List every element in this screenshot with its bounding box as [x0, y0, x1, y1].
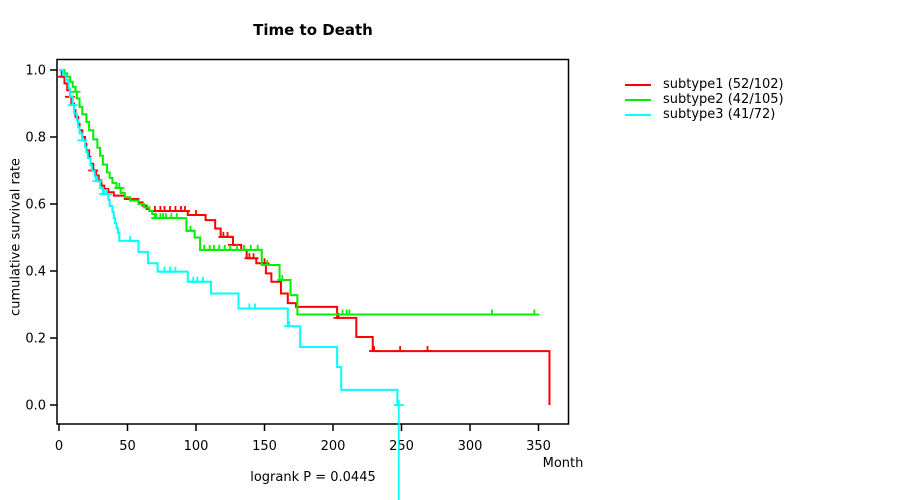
plot-title: Time to Death [253, 21, 373, 39]
censor-tick-subtype2 [171, 213, 182, 219]
censor-tick-subtype2 [252, 244, 263, 251]
censor-tick-subtype3 [101, 188, 112, 195]
censor-tick-subtype2 [277, 275, 288, 281]
censor-tick-subtype1 [191, 210, 201, 216]
legend-row-subtype1: subtype1 (52/102) [625, 77, 784, 92]
legend-label: subtype1 (52/102) [663, 77, 784, 92]
x-tick-label: 300 [458, 439, 483, 454]
censor-tick-subtype1 [88, 165, 99, 172]
censor-tick-subtype1 [222, 231, 233, 238]
x-tick-label: 50 [119, 439, 136, 454]
censor-tick-subtype3 [284, 321, 295, 328]
censor-tick-subtype3 [393, 400, 404, 500]
censor-tick-subtype3 [197, 276, 208, 283]
legend-row-subtype3: subtype3 (41/72) [625, 107, 784, 122]
logrank-p-value: logrank P = 0.0445 [250, 470, 376, 485]
x-tick-label: 100 [184, 439, 209, 454]
legend-row-subtype2: subtype2 (42/105) [625, 92, 784, 107]
x-tick-label: 200 [321, 439, 346, 454]
y-tick-label: 0.6 [25, 198, 46, 213]
censor-tick-subtype1 [248, 253, 259, 260]
x-tick-label: 350 [526, 439, 551, 454]
plot-legend: subtype1 (52/102) subtype2 (42/105) subt… [625, 77, 784, 122]
legend-line-swatch-red [625, 83, 651, 86]
x-tick-label: 0 [55, 439, 63, 454]
censor-tick-subtype2 [486, 309, 497, 316]
censor-tick-subtype2 [185, 225, 196, 232]
censor-tick-subtype1 [422, 346, 433, 352]
censor-tick-subtype3 [249, 303, 260, 310]
legend-line-swatch-green [625, 98, 651, 101]
y-tick-label: 0.0 [25, 399, 46, 414]
censor-tick-subtype1 [369, 346, 380, 352]
y-tick-label: 0.2 [25, 332, 46, 347]
legend-label: subtype2 (42/105) [663, 92, 784, 107]
censor-tick-subtype3 [92, 176, 103, 183]
censor-tick-subtype3 [125, 235, 136, 242]
censor-tick-subtype2 [262, 259, 273, 266]
censor-tick-subtype2 [529, 309, 540, 316]
x-axis-title: Month [542, 456, 584, 471]
censor-tick-subtype2 [70, 86, 81, 93]
y-tick-label: 0.8 [25, 131, 46, 146]
survival-curve-subtype1 [59, 69, 551, 405]
censor-tick-subtype1 [395, 346, 406, 352]
x-tick-label: 150 [252, 439, 277, 454]
plot-box [56, 58, 570, 425]
censor-tick-subtype1 [227, 239, 238, 246]
survival-curve-subtype2 [59, 69, 535, 316]
legend-line-swatch-cyan [625, 113, 651, 116]
censor-tick-subtype3 [77, 135, 88, 142]
y-tick-label: 1.0 [25, 64, 46, 79]
y-tick-label: 0.4 [25, 265, 46, 280]
censor-tick-subtype1 [180, 206, 191, 212]
x-tick-label: 250 [389, 439, 414, 454]
censor-tick-subtype3 [170, 266, 181, 273]
censor-tick-subtype2 [344, 309, 355, 316]
censor-tick-subtype2 [114, 182, 125, 189]
censor-tick-subtype3 [67, 100, 78, 107]
legend-label: subtype3 (41/72) [663, 107, 776, 122]
